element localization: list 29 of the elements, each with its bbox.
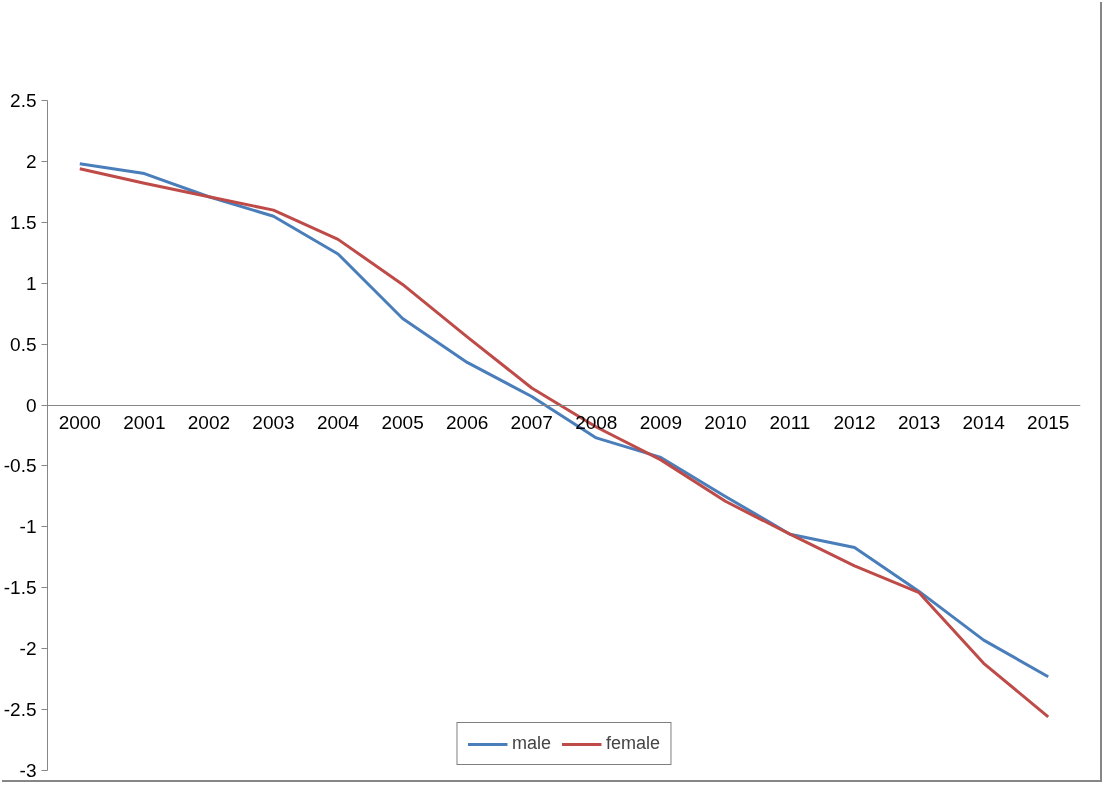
x-tick-label: 2002 bbox=[187, 412, 231, 434]
y-tick-label: 0.5 bbox=[10, 333, 37, 355]
legend-label: female bbox=[605, 733, 661, 754]
x-tick-label: 2004 bbox=[316, 412, 360, 434]
x-tick-label: 2013 bbox=[897, 412, 941, 434]
x-tick-label: 2001 bbox=[123, 412, 166, 434]
x-tick-label: 2011 bbox=[769, 412, 811, 434]
y-tick-label: -1 bbox=[19, 516, 37, 538]
x-tick-label: 2009 bbox=[639, 412, 682, 434]
y-tick-label: 2 bbox=[25, 150, 37, 172]
y-tick-label: 2.5 bbox=[10, 90, 37, 111]
y-tick-label: 1.5 bbox=[10, 211, 37, 233]
y-tick-label: -3 bbox=[19, 760, 37, 781]
y-tick-label: -1.5 bbox=[3, 577, 37, 599]
x-tick-label: 2010 bbox=[704, 412, 747, 434]
legend-label: male bbox=[511, 733, 551, 754]
y-tick-label: 1 bbox=[25, 272, 37, 294]
y-tick-label: -2 bbox=[19, 638, 37, 660]
x-tick-label: 2015 bbox=[1027, 412, 1070, 434]
x-tick-label: 2005 bbox=[381, 412, 424, 434]
y-tick-label: -0.5 bbox=[3, 455, 37, 477]
y-tick-label: 0 bbox=[25, 394, 37, 416]
x-tick-label: 2007 bbox=[510, 412, 553, 434]
x-tick-label: 2000 bbox=[58, 412, 101, 434]
y-tick-label: -2.5 bbox=[3, 699, 37, 721]
x-tick-label: 2014 bbox=[962, 412, 1006, 434]
x-tick-label: 2012 bbox=[833, 412, 876, 434]
x-tick-label: 2003 bbox=[252, 412, 295, 434]
x-tick-label: 2006 bbox=[446, 412, 489, 434]
